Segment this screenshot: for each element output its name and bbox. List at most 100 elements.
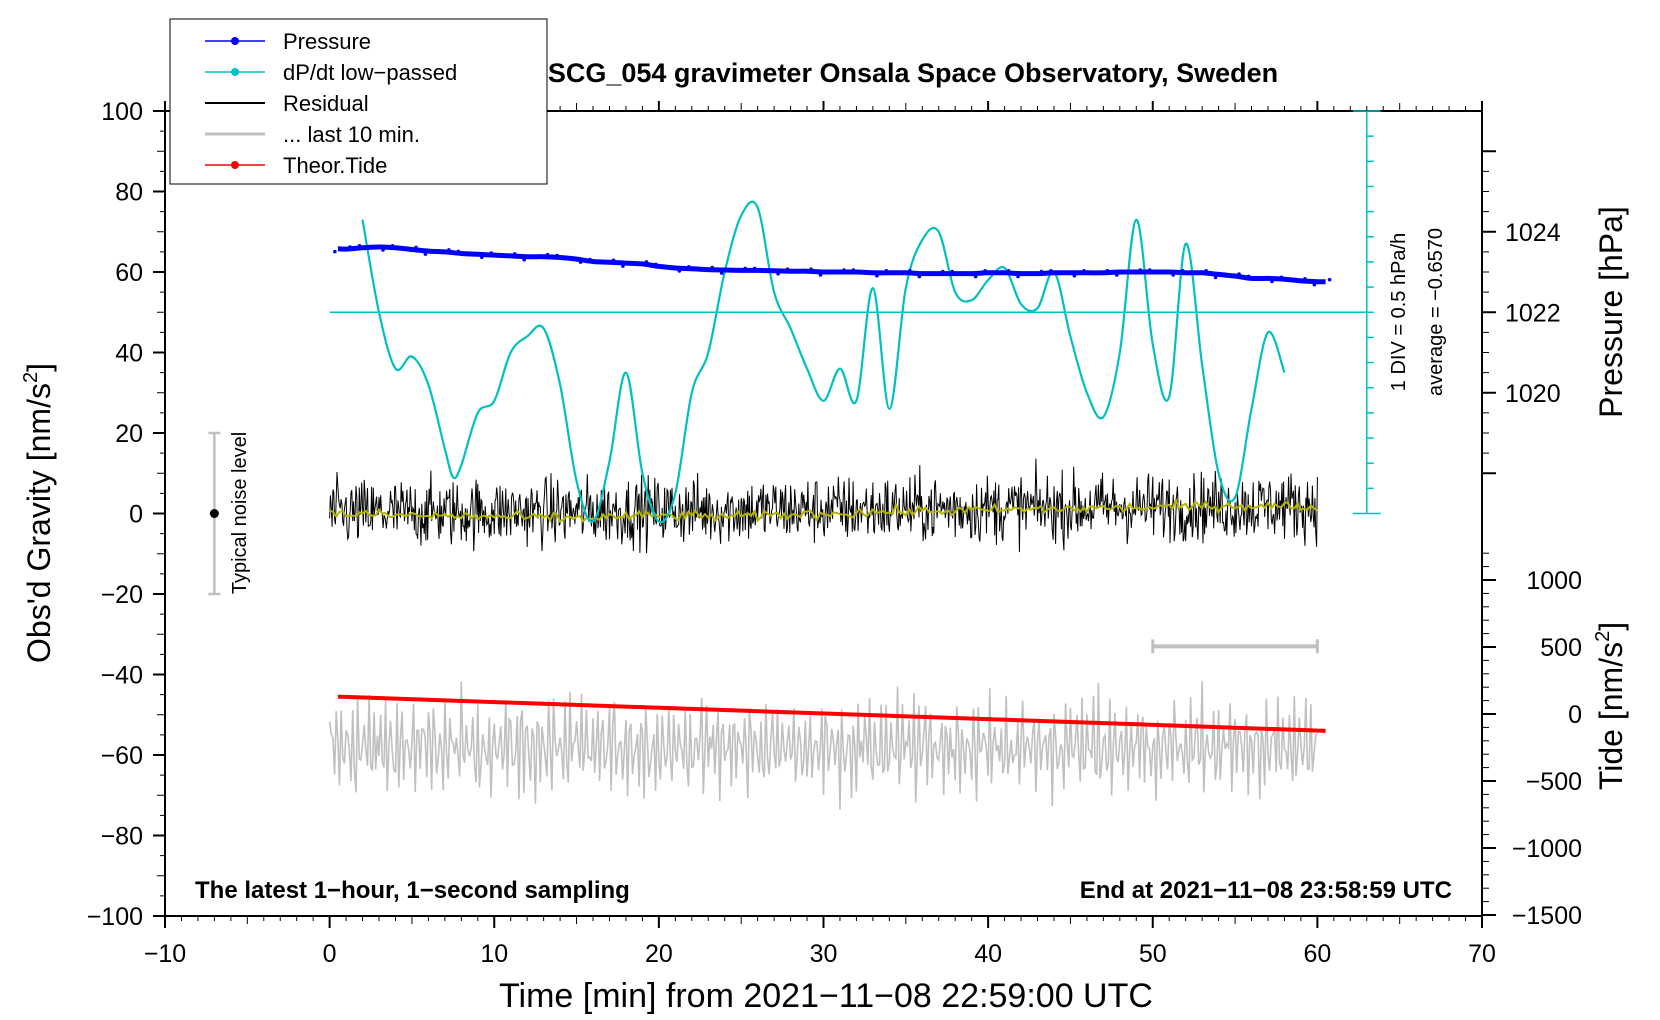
legend-marker [231,161,239,169]
x-tick-label: 70 [1468,940,1496,968]
x-tick-label: −10 [144,940,186,968]
legend-marker [231,37,239,45]
pressure-point [710,265,715,270]
pressure-point [555,253,559,258]
average-label: average = −0.6570 [1425,228,1447,396]
pressure-point [489,251,494,255]
last-10-min-series [328,681,1318,810]
pressure-point [1327,277,1332,282]
pressure-point [809,267,813,271]
pressure-point [983,269,987,273]
pressure-point [1147,268,1152,272]
y-label-left-text: Obs'd Gravity [nm/s [21,383,57,663]
legend: Pressure dP/dt low−passed Residual ... last… [169,18,548,185]
tide-label-sup: 2 [1592,631,1614,642]
pressure-tick-label: 1024 [1505,219,1561,247]
legend-label: Theor.Tide [283,153,387,178]
tide-label-text: Tide [nm/s [1593,642,1629,790]
pressure-point [654,262,658,267]
tide-tick-label: −1500 [1512,902,1582,930]
y-label-left-sup: 2 [20,372,42,383]
pressure-point [908,269,912,273]
dpdt-series [361,200,1286,524]
pressure-point [1039,269,1044,274]
pressure-point [390,244,395,248]
y-tick-label: 40 [115,340,143,368]
end-time-note: End at 2021−11−08 23:58:59 UTC [1080,877,1452,904]
legend-label: Pressure [283,29,371,54]
pressure-point [950,269,954,274]
y-tick-label: 0 [129,501,143,529]
pressure-point [842,268,846,272]
pressure-point [1213,275,1218,280]
x-tick-label: 20 [645,940,673,968]
residual-series [329,458,1318,554]
pressure-point [1016,274,1020,279]
pressure-point [719,271,724,275]
pressure-point [522,257,526,262]
pressure-tick-label: 1020 [1505,380,1561,408]
y-tick-label: −100 [87,903,143,931]
pressure-point [875,274,879,278]
pressure-point [1171,273,1176,277]
pressure-point [752,266,757,271]
y-tick-label: 80 [115,179,143,207]
pressure-point [1246,274,1251,279]
pressure-point [1072,274,1077,278]
pressure-point [1303,277,1307,281]
pressure-point [456,249,461,254]
tide-tick-label: 0 [1568,701,1582,729]
legend-label: Residual [283,91,369,116]
tide-tick-label: −500 [1526,768,1582,796]
legend-box [169,18,548,185]
tide-tick-label: −1000 [1512,835,1582,863]
chart-title: SCG_054 gravimeter Onsala Space Observat… [548,58,1278,88]
tide-tick-label: 500 [1540,634,1582,662]
pressure-tick-label: 1022 [1505,299,1561,327]
pressure-point [512,252,517,256]
sampling-note: The latest 1−hour, 1−second sampling [195,877,630,904]
pressure-point [1270,279,1274,284]
pressure-point [348,245,352,249]
pressure-point [1082,269,1086,273]
x-tick-label: 0 [323,940,337,968]
pressure-point [973,274,978,279]
pressure-point [1279,275,1284,280]
y-tick-label: 20 [115,420,143,448]
pressure-point [1237,272,1241,276]
noise-level-label: Typical noise level [229,432,251,594]
pressure-point [851,268,856,272]
y-tick-label: −60 [101,742,143,770]
pressure-point [578,260,583,264]
pressure-point [1105,269,1110,273]
noise-bar-center [209,509,219,518]
x-tick-label: 40 [974,940,1002,968]
tide-label-close: ] [1593,622,1629,631]
x-axis-label: Time [min] from 2021−11−08 22:59:00 UTC [499,977,1153,1015]
x-tick-label: 60 [1303,940,1331,968]
y-axis-label-left: Obs'd Gravity [nm/s2] [20,363,57,663]
legend-label: ... last 10 min. [283,122,420,147]
pressure-point [940,269,945,274]
pressure-point [423,252,428,256]
x-tick-label: 10 [480,940,508,968]
pressure-point [785,267,790,271]
x-tick-label: 30 [810,940,838,968]
y-tick-label: −20 [101,581,143,609]
pressure-point [621,264,625,268]
pressure-point [776,271,780,276]
legend-marker [231,68,239,76]
pressure-point [884,269,889,273]
pressure-point [917,274,922,279]
y-tick-label: 60 [115,259,143,287]
pressure-axis-label: Pressure [hPa] [1593,206,1629,418]
x-tick-label: 50 [1139,940,1167,968]
pressure-point [588,257,592,262]
div-label: 1 DIV = 0.5 hPa/h [1388,233,1410,391]
pressure-point [447,248,451,252]
pressure-point [611,258,616,263]
pressure-point [1180,269,1185,273]
pressure-point [687,264,691,269]
y-tick-label: −40 [101,662,143,690]
